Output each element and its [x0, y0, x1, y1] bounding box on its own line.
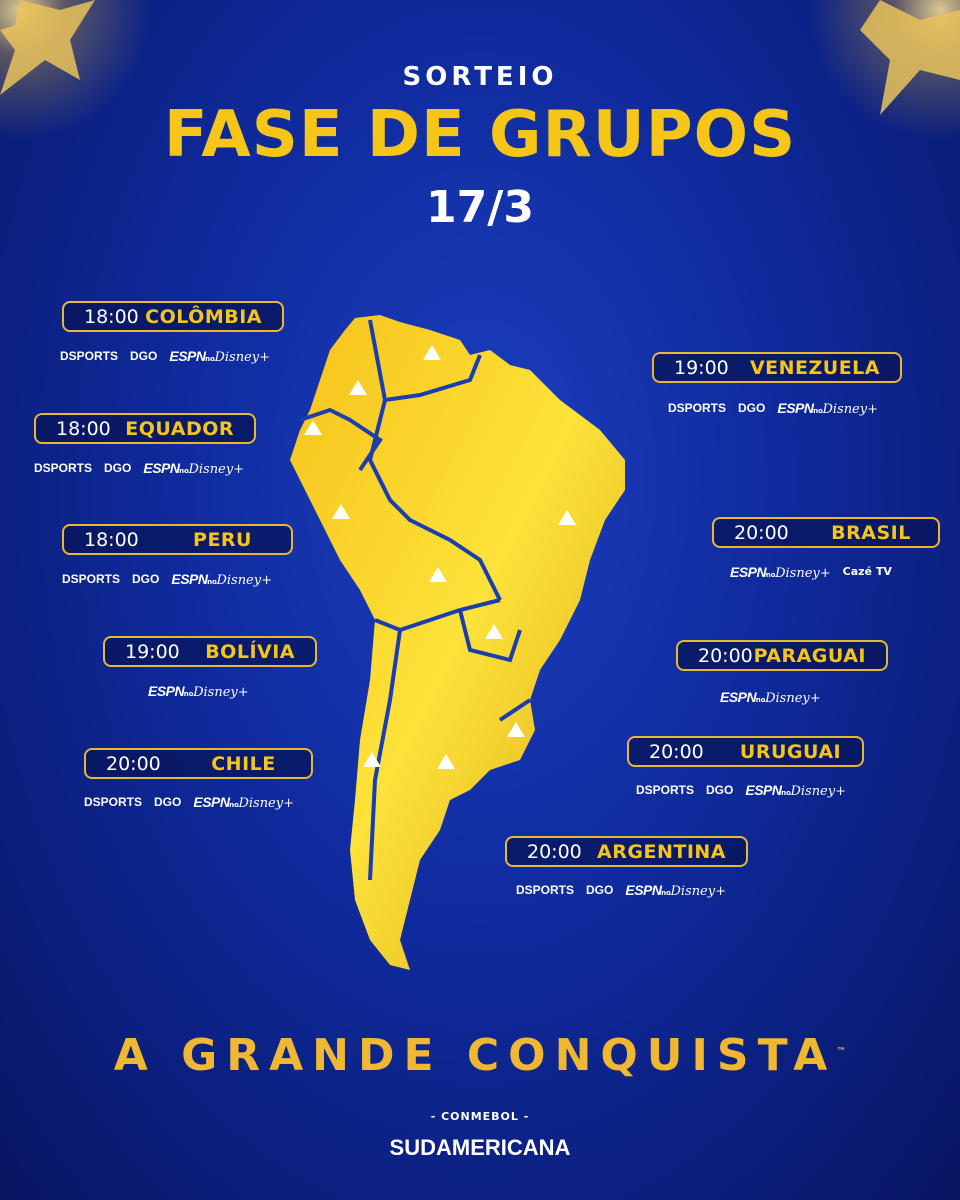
markers [304, 345, 576, 769]
triangle-marker [363, 752, 381, 767]
draw-time: 18:00 [84, 528, 139, 551]
schedule-box: 19:00 VENEZUELA [652, 352, 902, 383]
country-name: CHILE [211, 752, 276, 775]
dsports-logo: DSPORTS [62, 571, 121, 586]
dsports-logo: DSPORTS [34, 460, 93, 475]
espn-disney-logo: ESPN no Disney+ [730, 564, 831, 581]
draw-time: 19:00 [674, 356, 729, 379]
broadcaster-logos: DSPORTS DGO ESPN no Disney+ [84, 792, 294, 811]
south-america-map [290, 315, 625, 970]
conmebol-label: - CONMEBOL - [430, 1110, 530, 1123]
triangle-marker [304, 420, 322, 435]
espn-disney-logo: ESPN no Disney+ [720, 689, 821, 706]
draw-time: 20:00 [106, 752, 161, 775]
decorative-stars [0, 0, 960, 115]
dgo-logo: DGO [586, 882, 614, 897]
country-name: PARAGUAI [753, 644, 866, 667]
dsports-logo: DSPORTS [668, 400, 727, 415]
triangle-marker [423, 345, 441, 360]
triangle-marker [437, 754, 455, 769]
draw-time: 20:00 [649, 740, 704, 763]
star-icon [860, 0, 960, 115]
schedule-box: 20:00 BRASIL [712, 517, 940, 548]
draw-time: 20:00 [527, 840, 582, 863]
broadcaster-logos: DSPORTS DGO ESPN no Disney+ [668, 398, 878, 417]
country-name: URUGUAI [739, 740, 842, 763]
schedule-box: 20:00 ARGENTINA [505, 836, 748, 867]
triangle-marker [558, 510, 576, 525]
espn-disney-logo: ESPN no Disney+ [193, 794, 294, 811]
espn-disney-logo: ESPN no Disney+ [143, 460, 244, 477]
broadcaster-logos: ESPN no Disney+ [720, 687, 821, 706]
schedule-box: 18:00 COLÔMBIA [62, 301, 284, 332]
draw-time: 19:00 [125, 640, 180, 663]
triangle-marker [332, 504, 350, 519]
sudamericana-logo: SUDAMERICANA [389, 1135, 571, 1160]
triangle-marker [507, 722, 525, 737]
broadcaster-logos: DSPORTS DGO ESPN no Disney+ [62, 569, 272, 588]
country-name: VENEZUELA [749, 356, 880, 379]
broadcaster-logos: DSPORTS DGO ESPN no Disney+ [60, 346, 270, 365]
draw-time: 18:00 [56, 417, 111, 440]
dgo-logo: DGO [706, 782, 734, 797]
draw-time: 18:00 [84, 305, 139, 328]
draw-date: 17/3 [426, 182, 534, 233]
broadcaster-logos: ESPN no Disney+ [148, 681, 249, 700]
slogan: A GRANDE CONQUISTA™ [0, 1030, 960, 1081]
country-borders [299, 319, 532, 881]
broadcaster-logos: DSPORTS DGO ESPN no Disney+ [516, 880, 726, 899]
espn-disney-logo: ESPN no Disney+ [777, 400, 878, 417]
country-name: BOLÍVIA [205, 640, 295, 663]
espn-disney-logo: ESPN no Disney+ [148, 683, 249, 700]
dgo-logo: DGO [738, 400, 766, 415]
triangle-marker [485, 624, 503, 639]
country-name: BRASIL [831, 521, 911, 544]
country-name: ARGENTINA [597, 840, 726, 863]
dgo-logo: DGO [132, 571, 160, 586]
broadcaster-logos: ESPN no Disney+ Cazé TV [730, 562, 892, 581]
country-name: COLÔMBIA [145, 305, 262, 328]
dsports-logo: DSPORTS [516, 882, 575, 897]
country-name: EQUADOR [125, 417, 234, 440]
dsports-logo: DSPORTS [84, 794, 143, 809]
dgo-logo: DGO [104, 460, 132, 475]
espn-disney-logo: ESPN no Disney+ [169, 348, 270, 365]
page-title: FASE DE GRUPOS [163, 98, 797, 172]
slogan-text: A GRANDE CONQUISTA [113, 1030, 837, 1081]
draw-time: 20:00 [734, 521, 789, 544]
triangle-marker [349, 380, 367, 395]
dgo-logo: DGO [130, 348, 158, 363]
espn-disney-logo: ESPN no Disney+ [625, 882, 726, 899]
schedule-box: 18:00 PERU [62, 524, 293, 555]
dsports-logo: DSPORTS [636, 782, 695, 797]
schedule-box: 20:00 URUGUAI [627, 736, 864, 767]
schedule-box: 20:00 CHILE [84, 748, 313, 779]
country-name: PERU [193, 528, 252, 551]
broadcaster-logos: DSPORTS DGO ESPN no Disney+ [636, 780, 846, 799]
trademark: ™ [836, 1046, 847, 1058]
schedule-box: 20:00 PARAGUAI [676, 640, 888, 671]
draw-time: 20:00 [698, 644, 753, 667]
kicker: SORTEIO [402, 62, 558, 92]
broadcaster-logos: DSPORTS DGO ESPN no Disney+ [34, 458, 244, 477]
caze-tv-logo: Cazé TV [842, 564, 892, 578]
schedule-box: 18:00 EQUADOR [34, 413, 256, 444]
schedule-box: 19:00 BOLÍVIA [103, 636, 317, 667]
espn-disney-logo: ESPN no Disney+ [745, 782, 846, 799]
star-icon [0, 0, 95, 95]
dsports-logo: DSPORTS [60, 348, 119, 363]
espn-disney-logo: ESPN no Disney+ [171, 571, 272, 588]
triangle-marker [429, 567, 447, 582]
dgo-logo: DGO [154, 794, 182, 809]
